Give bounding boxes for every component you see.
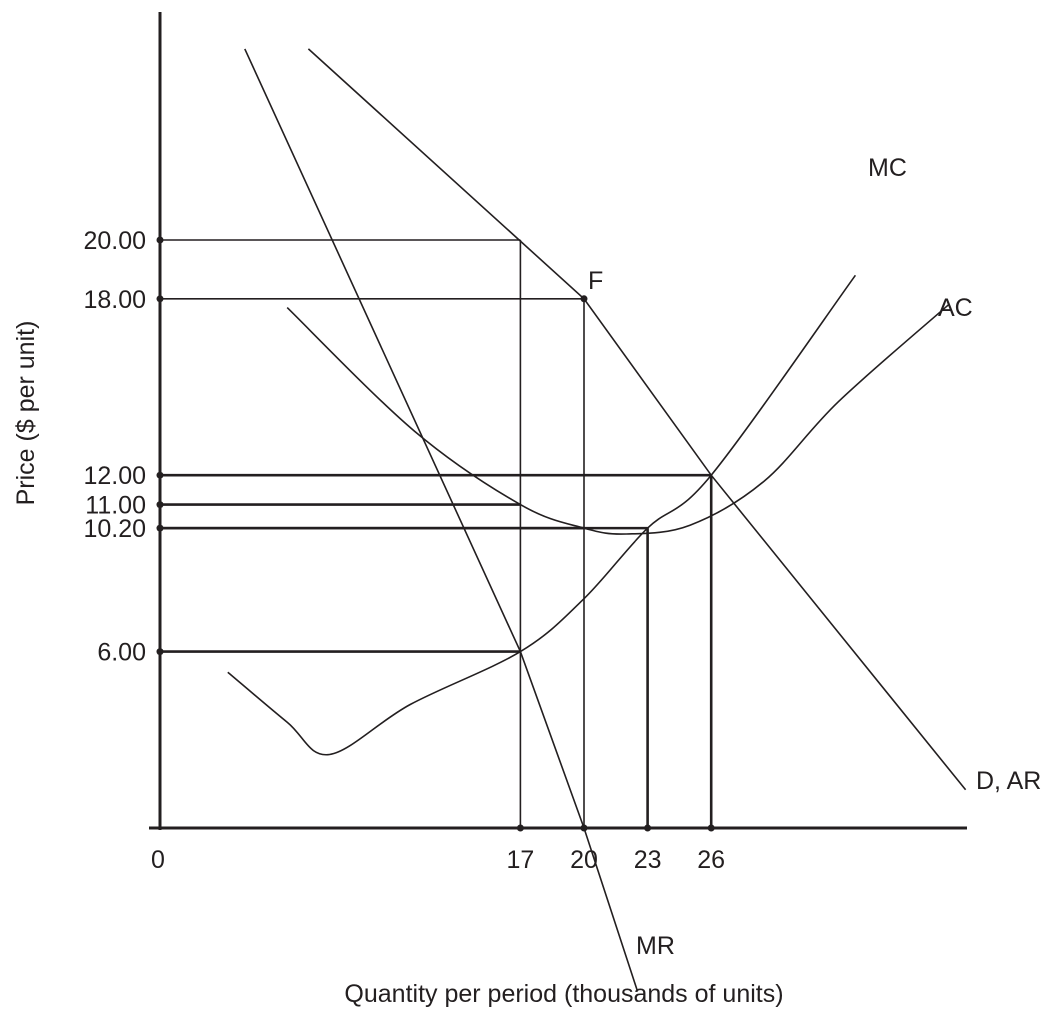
point-dot-f bbox=[580, 295, 588, 303]
curve-mr bbox=[244, 48, 638, 990]
curve-ac bbox=[286, 304, 950, 535]
curve-d-ar bbox=[307, 48, 967, 791]
axes bbox=[149, 12, 967, 830]
x-tick-label-26: 26 bbox=[697, 846, 725, 874]
y-tick-label-18-00: 18.00 bbox=[83, 286, 146, 314]
point-label-f: F bbox=[588, 267, 603, 295]
guide-lines bbox=[160, 239, 713, 828]
curve-label-d-ar: D, AR bbox=[976, 767, 1041, 795]
y-tick-dot-12-00 bbox=[156, 471, 164, 479]
y-tick-label-12-00: 12.00 bbox=[83, 462, 146, 490]
x-tick-dot-17 bbox=[516, 824, 524, 832]
y-tick-label-10-20: 10.20 bbox=[83, 515, 146, 543]
y-tick-dot-6-00 bbox=[156, 648, 164, 656]
tick-dots bbox=[156, 236, 715, 832]
curves bbox=[227, 48, 967, 990]
x-tick-label-20: 20 bbox=[570, 846, 598, 874]
y-tick-dot-18-00 bbox=[156, 295, 164, 303]
curve-label-mr: MR bbox=[636, 932, 675, 960]
x-axis-title: Quantity per period (thousands of units) bbox=[344, 980, 783, 1008]
y-tick-dot-10-20 bbox=[156, 524, 164, 532]
labels: 0 Quantity per period (thousands of unit… bbox=[12, 154, 1041, 1008]
x-tick-dot-26 bbox=[707, 824, 715, 832]
x-tick-label-23: 23 bbox=[634, 846, 662, 874]
origin-label: 0 bbox=[151, 846, 165, 874]
y-tick-dot-20-00 bbox=[156, 236, 164, 244]
y-tick-label-6-00: 6.00 bbox=[97, 639, 146, 667]
y-axis-title: Price ($ per unit) bbox=[12, 321, 40, 506]
curve-label-ac: AC bbox=[938, 294, 973, 322]
y-tick-label-20-00: 20.00 bbox=[83, 227, 146, 255]
y-tick-label-11-00: 11.00 bbox=[85, 492, 146, 520]
curve-mc bbox=[227, 274, 857, 756]
curve-label-mc: MC bbox=[868, 154, 907, 182]
x-tick-label-17: 17 bbox=[506, 846, 534, 874]
y-tick-dot-11-00 bbox=[156, 501, 164, 509]
x-tick-dot-20 bbox=[580, 824, 588, 832]
x-tick-dot-23 bbox=[644, 824, 652, 832]
